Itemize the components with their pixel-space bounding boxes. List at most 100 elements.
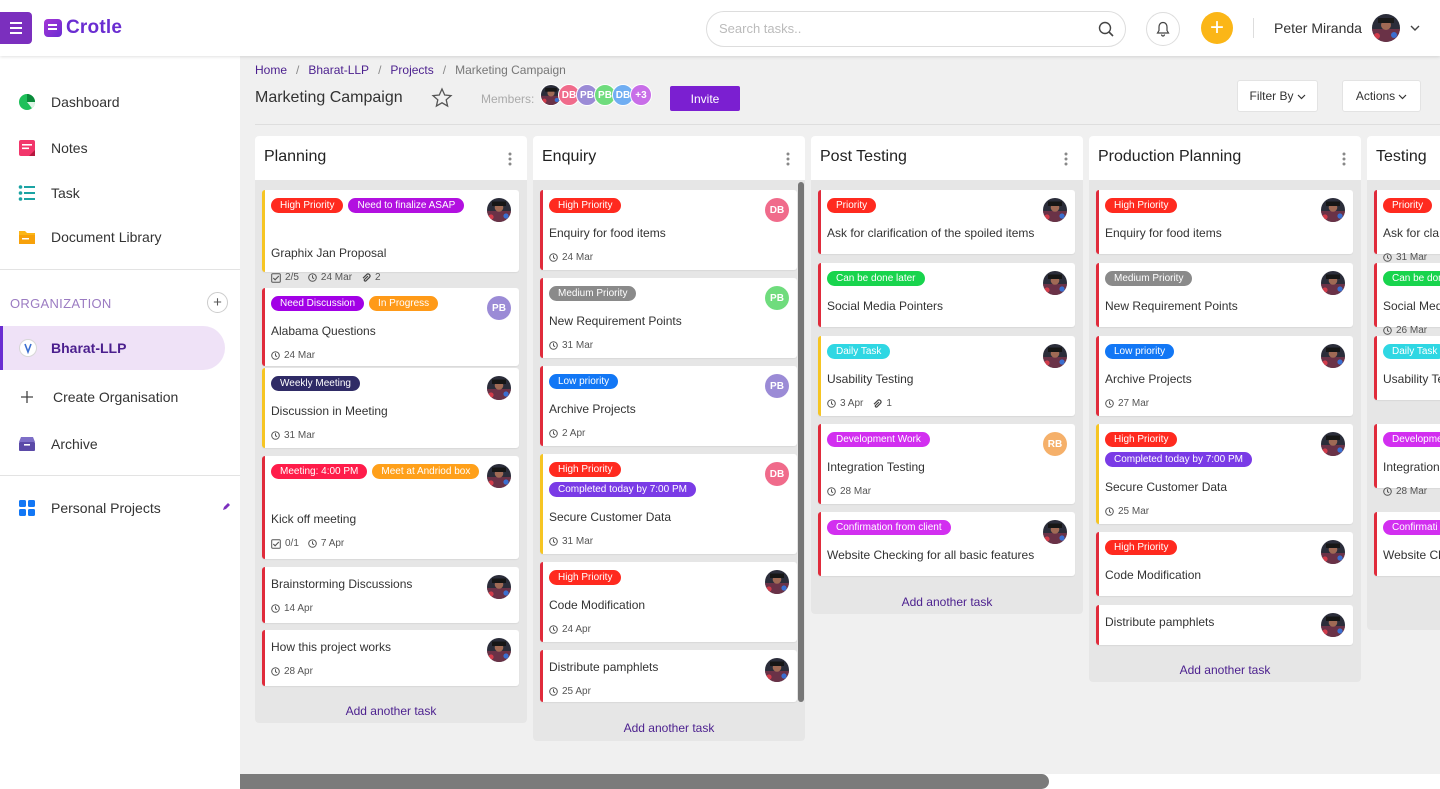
task-card[interactable]: Medium Priority New Requirement Points 31 … bbox=[540, 278, 797, 358]
task-card[interactable]: Need Discussion In Progress Alabama Questi… bbox=[262, 288, 519, 366]
task-card[interactable]: Can be done later Social Media Pointers bbox=[818, 263, 1075, 327]
add-another-task-button[interactable]: Add another task bbox=[901, 595, 993, 609]
assignee-avatar[interactable] bbox=[1043, 520, 1067, 544]
task-card[interactable]: Medium Priority New Requirement Points bbox=[1096, 263, 1353, 327]
task-card[interactable]: How this project works 28 Apr bbox=[262, 630, 519, 686]
task-card[interactable]: Developme Integration 28 Mar bbox=[1374, 424, 1440, 497]
assignee-avatar[interactable] bbox=[1321, 540, 1345, 564]
star-icon[interactable] bbox=[431, 87, 453, 109]
app-logo[interactable]: Crotle bbox=[44, 17, 122, 39]
actions-button[interactable]: Actions bbox=[1342, 80, 1421, 112]
assignee-avatar[interactable]: PB bbox=[765, 286, 789, 310]
column-menu-icon[interactable] bbox=[1342, 152, 1346, 166]
add-organization-button[interactable]: + bbox=[207, 292, 228, 313]
column-menu-icon[interactable] bbox=[508, 152, 512, 166]
edit-pencil-icon[interactable] bbox=[222, 502, 231, 511]
breadcrumb-link-home[interactable]: Home bbox=[255, 63, 288, 77]
assignee-avatar[interactable] bbox=[1043, 344, 1067, 368]
assignee-avatar[interactable] bbox=[487, 575, 511, 599]
task-card[interactable]: Distribute pamphlets 25 Apr bbox=[540, 650, 797, 702]
breadcrumb-link-organization[interactable]: Bharat-LLP bbox=[308, 63, 370, 77]
assignee-avatar[interactable] bbox=[1321, 271, 1345, 295]
task-card[interactable]: Weekly Meeting Discussion in Meeting 31 Ma… bbox=[262, 368, 519, 448]
task-tags: Priority bbox=[827, 198, 877, 213]
assignee-avatar[interactable]: RB bbox=[1043, 432, 1067, 456]
filter-by-button[interactable]: Filter By bbox=[1237, 80, 1318, 112]
task-card[interactable]: Distribute pamphlets bbox=[1096, 605, 1353, 645]
sidebar-item-task[interactable]: Task bbox=[0, 175, 240, 211]
assignee-avatar[interactable]: DB bbox=[765, 462, 789, 486]
assignee-avatar[interactable] bbox=[1321, 198, 1345, 222]
sidebar-item-archive[interactable]: Archive bbox=[0, 426, 240, 462]
sidebar-item-notes[interactable]: Notes bbox=[0, 130, 240, 166]
assignee-avatar[interactable]: PB bbox=[765, 374, 789, 398]
task-card[interactable]: Daily Task Usability Te bbox=[1374, 336, 1440, 400]
task-meta: 25 Apr bbox=[549, 686, 591, 697]
assignee-avatar[interactable] bbox=[487, 464, 511, 488]
task-card[interactable]: High Priority Code Modification bbox=[1096, 532, 1353, 596]
task-tag: High Priority bbox=[1105, 432, 1178, 447]
assignee-avatar[interactable]: DB bbox=[765, 198, 789, 222]
column-menu-icon[interactable] bbox=[786, 152, 790, 166]
task-card[interactable]: High Priority Need to finalize ASAP Graphi… bbox=[262, 190, 519, 283]
task-card[interactable]: High Priority Enquiry for food items bbox=[1096, 190, 1353, 254]
task-tag: Can be done later bbox=[827, 271, 925, 286]
member-avatar[interactable]: DB bbox=[558, 84, 580, 106]
task-card[interactable]: Confirmation from client Website Checking… bbox=[818, 512, 1075, 576]
member-avatar[interactable] bbox=[540, 84, 562, 106]
task-card[interactable]: High Priority Completed today by 7:00 PM S… bbox=[1096, 424, 1353, 524]
assignee-avatar[interactable] bbox=[765, 570, 789, 594]
assignee-avatar[interactable] bbox=[765, 658, 789, 682]
sidebar-item-label: Create Organisation bbox=[53, 389, 179, 405]
sidebar-item-create-organisation[interactable]: Create Organisation bbox=[0, 379, 240, 415]
assignee-avatar[interactable] bbox=[1321, 432, 1345, 456]
task-card[interactable]: High Priority Completed today by 7:00 PM S… bbox=[540, 454, 797, 554]
sidebar-item-bharat-llp[interactable]: Bharat-LLP bbox=[0, 326, 225, 370]
search-icon[interactable] bbox=[1098, 21, 1114, 37]
assignee-avatar[interactable] bbox=[487, 638, 511, 662]
task-card[interactable]: Low priority Archive Projects 27 Mar bbox=[1096, 336, 1353, 416]
add-another-task-button[interactable]: Add another task bbox=[1179, 663, 1271, 677]
column-scrollbar[interactable] bbox=[798, 182, 804, 702]
task-title: Website Checking for all basic features bbox=[827, 548, 1035, 562]
task-card[interactable]: Development Work Integration Testing 28 Ma… bbox=[818, 424, 1075, 504]
member-avatar[interactable]: +3 bbox=[630, 84, 652, 106]
assignee-avatar[interactable]: PB bbox=[487, 296, 511, 320]
task-card[interactable]: High Priority Enquiry for food items 24 Ma… bbox=[540, 190, 797, 270]
column-menu-icon[interactable] bbox=[1064, 152, 1068, 166]
task-card[interactable]: High Priority Code Modification 24 Apr bbox=[540, 562, 797, 642]
due-date: 31 Mar bbox=[549, 536, 593, 547]
task-card[interactable]: Low priority Archive Projects 2 Apr PB bbox=[540, 366, 797, 446]
notifications-button[interactable] bbox=[1146, 12, 1180, 46]
task-card[interactable]: Meeting: 4:00 PM Meet at Andriod box Kick … bbox=[262, 456, 519, 559]
assignee-avatar[interactable] bbox=[487, 376, 511, 400]
user-name[interactable]: Peter Miranda bbox=[1274, 20, 1362, 36]
assignee-avatar[interactable] bbox=[1043, 271, 1067, 295]
board-scrollbar-thumb[interactable] bbox=[240, 774, 1049, 789]
assignee-avatar[interactable] bbox=[1321, 613, 1345, 637]
assignee-avatar[interactable] bbox=[1321, 344, 1345, 368]
task-card[interactable]: Priority Ask for cla 31 Mar bbox=[1374, 190, 1440, 263]
breadcrumb-link-projects[interactable]: Projects bbox=[390, 63, 434, 77]
sidebar-item-document-library[interactable]: Document Library bbox=[0, 219, 240, 255]
assignee-avatar[interactable] bbox=[1043, 198, 1067, 222]
add-another-task-button[interactable]: Add another task bbox=[345, 704, 437, 718]
sidebar-item-personal-projects[interactable]: Personal Projects bbox=[0, 490, 240, 526]
quick-add-button[interactable]: + bbox=[1201, 12, 1233, 44]
sidebar-item-dashboard[interactable]: Dashboard bbox=[0, 84, 240, 120]
chevron-down-icon[interactable] bbox=[1409, 22, 1421, 34]
organization-logo-icon bbox=[19, 339, 37, 357]
hamburger-menu-button[interactable] bbox=[0, 12, 32, 44]
task-card[interactable]: Can be done Social Med 26 Mar bbox=[1374, 263, 1440, 336]
task-card[interactable]: Brainstorming Discussions 14 Apr bbox=[262, 567, 519, 623]
task-card[interactable]: Daily Task Usability Testing 3 Apr 1 bbox=[818, 336, 1075, 416]
user-avatar[interactable] bbox=[1372, 14, 1400, 42]
invite-button[interactable]: Invite bbox=[670, 86, 740, 111]
search-input[interactable] bbox=[719, 21, 1079, 36]
task-list-icon bbox=[18, 185, 35, 201]
task-card[interactable]: Priority Ask for clarification of the spo… bbox=[818, 190, 1075, 254]
task-card[interactable]: Confirmati Website Ch bbox=[1374, 512, 1440, 576]
members-avatars[interactable]: DB PB PB DB +3 bbox=[540, 84, 652, 108]
assignee-avatar[interactable] bbox=[487, 198, 511, 222]
add-another-task-button[interactable]: Add another task bbox=[623, 721, 715, 735]
